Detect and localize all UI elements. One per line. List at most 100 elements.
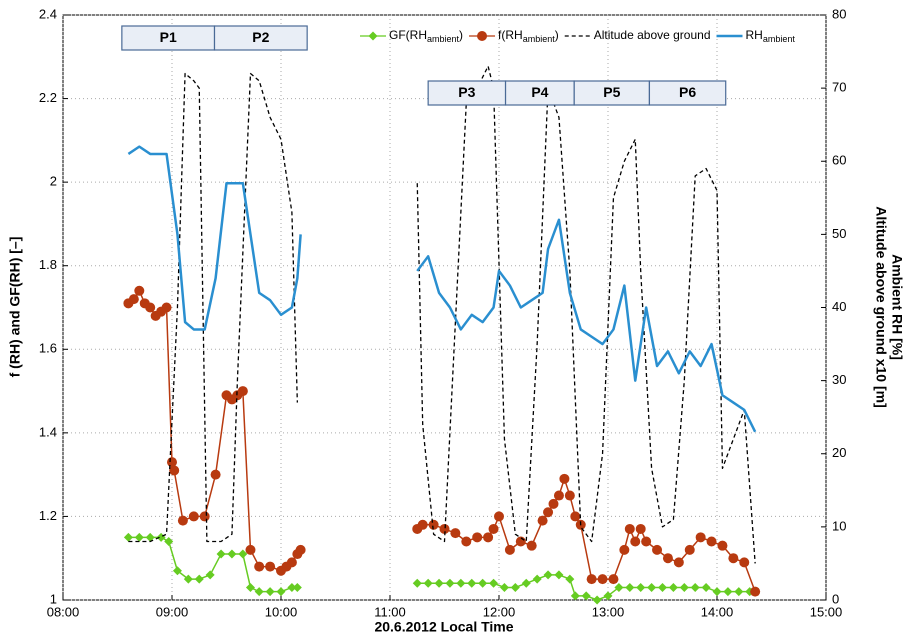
data-point [750, 586, 761, 597]
data-point [295, 544, 306, 555]
x-tick-label: 09:00 [156, 604, 189, 619]
data-point [169, 465, 180, 476]
period-box [648, 80, 727, 106]
y-axis-label: f (RH) and GF(RH) [–] [7, 237, 23, 378]
data-point [543, 507, 554, 518]
data-point [254, 561, 265, 572]
legend-label: f(RHambient) [498, 28, 559, 44]
data-point [483, 532, 494, 543]
data-point [658, 582, 667, 592]
data-point [265, 561, 276, 572]
y-tick-label: 1.8 [39, 257, 57, 272]
legend-label-part: ) [459, 28, 463, 42]
data-point [145, 532, 155, 542]
data-point [570, 511, 581, 522]
data-point [652, 544, 663, 555]
data-point [205, 570, 215, 580]
data-point [216, 549, 226, 559]
data-point [695, 532, 706, 543]
data-point [636, 582, 646, 592]
y2-tick-label: 30 [832, 372, 846, 387]
y-tick-label: 1.6 [39, 341, 57, 356]
data-point [461, 536, 472, 547]
y-tick-label: 1.2 [39, 508, 57, 523]
data-point [428, 519, 439, 530]
legend-label-part: ambient [523, 34, 556, 44]
legend-label-part: RH [746, 28, 763, 42]
data-point [456, 578, 466, 588]
data-point [245, 582, 255, 592]
data-point [608, 574, 619, 585]
data-point [287, 582, 297, 592]
data-point [537, 515, 548, 526]
data-point [128, 294, 139, 305]
data-point [499, 582, 509, 592]
data-point [586, 574, 597, 585]
period-box [504, 80, 575, 106]
data-point [434, 578, 444, 588]
period-label: P5 [603, 84, 620, 100]
y2-tick-label: 10 [832, 518, 846, 533]
data-point [134, 285, 145, 296]
data-point [472, 532, 483, 543]
data-point [597, 574, 608, 585]
data-point [706, 536, 717, 547]
data-point [145, 302, 156, 313]
data-point [439, 523, 450, 534]
y-tick-label: 1 [50, 591, 57, 606]
y2-tick-label: 80 [832, 6, 846, 21]
period-label: P2 [252, 29, 269, 45]
data-point [177, 515, 188, 526]
data-point [635, 523, 646, 534]
data-point [489, 578, 499, 588]
y-tick-label: 1.4 [39, 424, 57, 439]
data-point [254, 587, 264, 597]
y2-tick-label: 20 [832, 445, 846, 460]
data-point [227, 549, 237, 559]
y2-tick-label: 0 [832, 591, 839, 606]
data-point [668, 582, 678, 592]
plot-frame [62, 14, 827, 601]
data-point [592, 595, 602, 605]
data-point [423, 578, 433, 588]
data-point [504, 544, 515, 555]
y-tick-label: 2.4 [39, 6, 57, 21]
data-point [734, 587, 744, 597]
data-point [276, 587, 286, 597]
x-tick-label: 13:00 [592, 604, 625, 619]
data-point [619, 544, 630, 555]
x-tick-label: 14:00 [701, 604, 734, 619]
data-point [624, 523, 635, 534]
data-point [559, 473, 570, 484]
x-axis-label: 20.6.2012 Local Time [374, 619, 513, 635]
x-tick-label: 10:00 [265, 604, 298, 619]
x-tick-label: 11:00 [374, 604, 406, 619]
x-tick-label: 12:00 [483, 604, 516, 619]
data-point [662, 553, 673, 564]
data-point [265, 587, 275, 597]
data-point [183, 574, 193, 584]
legend-marker [477, 31, 488, 41]
data-point [521, 578, 531, 588]
y2-tick-label: 50 [832, 226, 846, 241]
data-point [684, 544, 695, 555]
data-point [548, 498, 559, 509]
data-point [494, 511, 504, 522]
y-tick-label: 2.2 [39, 90, 57, 105]
data-point [292, 582, 302, 592]
data-point [417, 519, 428, 530]
legend-label: RHambient [746, 28, 796, 44]
data-point [210, 469, 221, 480]
y-tick-label: 2 [50, 174, 57, 189]
data-point [245, 544, 256, 555]
data-point [717, 540, 728, 551]
legend-label: GF(RHambient) [389, 28, 463, 44]
data-point [554, 570, 564, 580]
data-point [515, 536, 526, 547]
data-point [728, 553, 739, 564]
data-point [690, 582, 700, 592]
data-point [701, 582, 711, 592]
legend-label: Altitude above ground [594, 28, 711, 42]
y2-tick-label: 70 [832, 80, 846, 95]
data-point [161, 302, 172, 313]
